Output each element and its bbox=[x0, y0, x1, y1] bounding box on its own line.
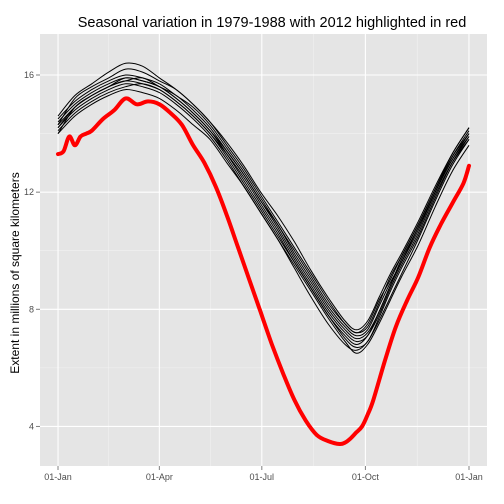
x-tick-label: 01-Oct bbox=[352, 472, 380, 482]
series-layer bbox=[56, 62, 471, 447]
series-line bbox=[57, 77, 470, 345]
y-tick-label: 4 bbox=[29, 421, 34, 431]
x-axis: 01-Jan 01-Apr 01-Jul 01-Oct 01-Jan bbox=[44, 466, 483, 482]
series-line bbox=[57, 83, 470, 348]
y-axis-title: Extent in millions of square kilometers bbox=[8, 172, 22, 373]
x-tick-label: 01-Jan bbox=[44, 472, 72, 482]
y-tick-label: 12 bbox=[24, 187, 34, 197]
plot-panel bbox=[40, 34, 487, 466]
x-tick-label: 01-Apr bbox=[146, 472, 173, 482]
grid-minor bbox=[40, 34, 487, 466]
series-line bbox=[57, 80, 470, 343]
series-line bbox=[57, 89, 470, 354]
highlight-series-line bbox=[56, 96, 471, 447]
x-tick-label: 01-Jan bbox=[455, 472, 483, 482]
y-tick-label: 16 bbox=[24, 70, 34, 80]
series-line bbox=[57, 74, 470, 334]
y-tick-label: 8 bbox=[29, 304, 34, 314]
y-axis: 4 8 12 16 bbox=[24, 70, 40, 431]
chart-title: Seasonal variation in 1979-1988 with 201… bbox=[78, 15, 467, 31]
x-tick-label: 01-Jul bbox=[250, 472, 275, 482]
series-line bbox=[57, 68, 470, 331]
